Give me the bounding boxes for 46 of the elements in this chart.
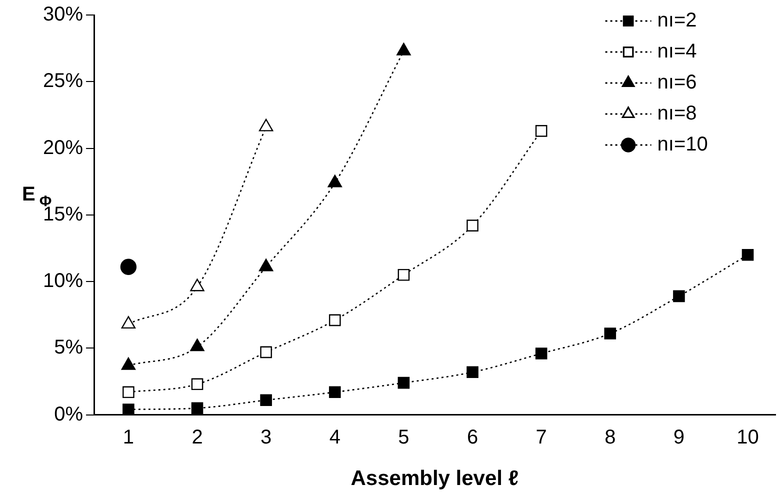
x-tick-label: 1 [122, 426, 134, 448]
point [398, 376, 410, 389]
point [122, 404, 134, 415]
point [258, 258, 274, 272]
point [122, 386, 134, 398]
point [191, 402, 204, 414]
point [535, 348, 548, 360]
y-tick-label: 30% [43, 4, 84, 26]
legend-label: nı=8 [657, 102, 697, 125]
legend-label: nı=10 [657, 134, 708, 156]
point [120, 258, 137, 275]
y-tick-label: 10% [43, 270, 84, 292]
x-tick-label: 7 [536, 426, 547, 448]
point [260, 394, 272, 406]
y-tick-label: 0% [54, 403, 84, 426]
y-tick-label: 20% [43, 136, 84, 159]
point [121, 316, 136, 329]
point [466, 366, 478, 378]
point [328, 314, 341, 326]
point [396, 42, 411, 56]
point [328, 386, 341, 398]
point [466, 220, 478, 232]
x-tick-label: 4 [329, 426, 340, 448]
point [258, 118, 274, 132]
x-tick-label: 10 [736, 426, 759, 448]
x-tick-label: 6 [466, 426, 478, 448]
legend-label: nı=4 [657, 40, 697, 63]
x-tick-label: 5 [398, 426, 410, 448]
point [190, 278, 204, 292]
point [328, 174, 342, 188]
x-tick-label: 9 [673, 426, 685, 448]
point [742, 248, 754, 261]
legend-label: nı=2 [657, 10, 697, 32]
point [398, 268, 410, 281]
point [191, 378, 204, 390]
y-tick-label: 25% [43, 70, 84, 92]
point [673, 290, 685, 302]
point [604, 328, 616, 340]
point [260, 346, 272, 358]
legend-label: nı=6 [657, 72, 697, 94]
x-tick-label: 8 [604, 426, 616, 448]
y-tick-label: 5% [54, 336, 84, 359]
x-axis-title: Assembly level ℓ [350, 467, 519, 490]
x-tick-label: 3 [260, 426, 272, 448]
x-tick-label: 2 [192, 426, 203, 448]
point [535, 125, 548, 137]
